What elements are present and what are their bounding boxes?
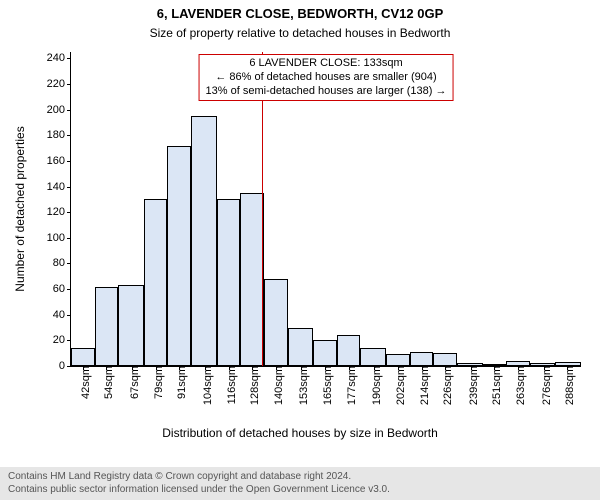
annotation-line1: 6 LAVENDER CLOSE: 133sqm [206, 57, 447, 71]
y-tick: 240 [47, 52, 71, 64]
x-tick-label: 202sqm [389, 366, 407, 405]
y-tick: 220 [47, 78, 71, 90]
y-tick: 80 [53, 257, 71, 269]
histogram-bar [95, 287, 119, 366]
histogram-bar [118, 285, 144, 366]
histogram-bar [167, 146, 191, 366]
x-tick-label: 42sqm [74, 366, 92, 399]
footer-line1: Contains HM Land Registry data © Crown c… [8, 471, 592, 484]
histogram-bar [240, 193, 264, 366]
x-tick-label: 226sqm [436, 366, 454, 405]
x-tick-label: 104sqm [196, 366, 214, 405]
x-tick-label: 128sqm [243, 366, 261, 405]
attribution-footer: Contains HM Land Registry data © Crown c… [0, 467, 600, 500]
y-tick: 40 [53, 309, 71, 321]
annotation-line2: ← 86% of detached houses are smaller (90… [206, 71, 447, 85]
histogram-bar [71, 348, 95, 366]
y-tick: 180 [47, 129, 71, 141]
x-tick-label: 153sqm [292, 366, 310, 405]
footer-line2: Contains public sector information licen… [8, 484, 592, 497]
histogram-bar [386, 354, 410, 366]
x-tick-label: 263sqm [509, 366, 527, 405]
y-tick: 120 [47, 206, 71, 218]
y-tick: 0 [59, 360, 71, 372]
histogram-bar [144, 199, 168, 366]
x-tick-label: 276sqm [535, 366, 553, 405]
x-tick-label: 165sqm [316, 366, 334, 405]
y-tick: 100 [47, 232, 71, 244]
x-tick-label: 214sqm [413, 366, 431, 405]
x-tick-label: 177sqm [340, 366, 358, 405]
chart-container: 6, LAVENDER CLOSE, BEDWORTH, CV12 0GP Si… [0, 0, 600, 500]
histogram-bar [360, 348, 386, 366]
x-tick-label: 54sqm [97, 366, 115, 399]
plot-area: 6 LAVENDER CLOSE: 133sqm ← 86% of detach… [70, 52, 581, 367]
histogram-bar [191, 116, 217, 366]
annotation-line3: 13% of semi-detached houses are larger (… [206, 85, 447, 99]
x-tick-label: 239sqm [462, 366, 480, 405]
x-tick-label: 288sqm [558, 366, 576, 405]
histogram-bar [337, 335, 361, 366]
histogram-bar [217, 199, 241, 366]
y-tick: 140 [47, 181, 71, 193]
chart-title-line2: Size of property relative to detached ho… [0, 26, 600, 40]
histogram-bar [410, 352, 434, 366]
y-tick: 60 [53, 283, 71, 295]
x-tick-label: 67sqm [123, 366, 141, 399]
histogram-bar [313, 340, 337, 366]
annotation-box: 6 LAVENDER CLOSE: 133sqm ← 86% of detach… [199, 54, 454, 101]
x-tick-label: 79sqm [147, 366, 165, 399]
y-tick: 20 [53, 334, 71, 346]
histogram-bar [264, 279, 288, 366]
y-axis-label: Number of detached properties [13, 126, 27, 291]
chart-title-line1: 6, LAVENDER CLOSE, BEDWORTH, CV12 0GP [0, 6, 600, 21]
x-tick-label: 116sqm [220, 366, 238, 404]
x-tick-label: 251sqm [485, 366, 503, 405]
histogram-bar [433, 353, 457, 366]
histogram-bar [288, 328, 314, 366]
x-tick-label: 91sqm [170, 366, 188, 399]
y-tick: 160 [47, 155, 71, 167]
x-tick-label: 140sqm [267, 366, 285, 405]
x-tick-label: 190sqm [365, 366, 383, 405]
y-tick: 200 [47, 104, 71, 116]
x-axis-label: Distribution of detached houses by size … [0, 426, 600, 440]
